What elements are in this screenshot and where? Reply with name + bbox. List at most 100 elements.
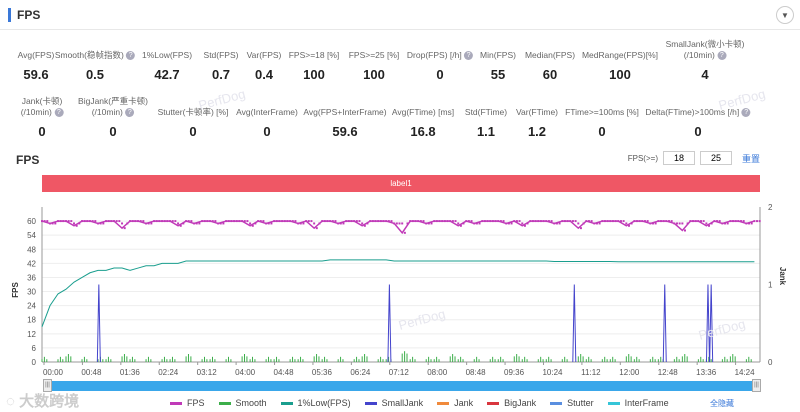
time-range-slider[interactable]: ||| ||| — [43, 379, 761, 392]
legend-swatch — [364, 401, 377, 405]
fps-point — [67, 220, 70, 223]
metric-4: Avg(FPS+InterFrame) 59.6 — [303, 107, 386, 139]
chevron-down-icon[interactable]: ▼ — [776, 6, 794, 24]
fps-point — [497, 220, 500, 223]
low-fps-line — [41, 259, 755, 327]
fps-point — [697, 220, 700, 223]
fps-point — [539, 220, 542, 223]
hide-all-button[interactable]: 全隐藏 — [710, 399, 734, 408]
x-tick-label: 00:48 — [81, 368, 102, 377]
x-tick-label: 06:24 — [350, 368, 371, 377]
legend-item[interactable]: 1%Low(FPS) — [280, 398, 351, 408]
fps-point — [313, 222, 316, 225]
fps-point — [51, 222, 54, 225]
fps-point — [748, 222, 751, 225]
fps-point — [718, 220, 721, 223]
fps-point — [483, 220, 486, 223]
fps-point — [670, 220, 673, 223]
fps-point — [521, 222, 524, 225]
metric-label: Delta(FTime)>100ms [/h] — [645, 107, 740, 117]
y-tick-label: 12 — [27, 330, 36, 339]
fps-point — [443, 220, 446, 223]
fps-threshold-controls: FPS(>=) 重置 — [628, 151, 760, 165]
fps-point — [542, 220, 545, 223]
fps-point — [331, 220, 334, 223]
fps-point — [107, 220, 110, 223]
metric-0: Avg(FPS) 59.6 — [18, 50, 55, 82]
metric-8: FTime>=100ms [%] 0 — [565, 107, 639, 139]
legend-label: 1%Low(FPS) — [297, 398, 351, 408]
fps-point — [179, 224, 182, 227]
fps-point — [582, 222, 585, 225]
legend-item[interactable]: Smooth — [218, 398, 267, 408]
fps-point — [83, 220, 86, 223]
fps-point — [683, 229, 686, 232]
legend-item[interactable]: Stutter — [550, 398, 594, 408]
metric-2: 1%Low(FPS) 42.7 — [142, 50, 192, 82]
fps-point — [398, 222, 401, 225]
fps-point — [489, 220, 492, 223]
fps-point — [126, 222, 129, 225]
fps-point — [705, 222, 708, 225]
legend-item[interactable]: BigJank — [487, 398, 536, 408]
fps-point — [307, 220, 310, 223]
y-tick-label: 60 — [27, 217, 36, 226]
fps-point — [515, 220, 518, 223]
help-icon[interactable]: ? — [126, 51, 136, 61]
x-tick-label: 10:24 — [542, 368, 563, 377]
fps-point — [681, 222, 684, 225]
threshold-1-input[interactable] — [662, 151, 695, 165]
fps-point — [409, 220, 412, 223]
fps-point — [235, 220, 238, 223]
fps-point — [555, 222, 558, 225]
fps-point — [89, 220, 92, 223]
legend-item[interactable]: Jank — [437, 398, 473, 408]
fps-point — [297, 222, 300, 225]
small-jank-spike — [387, 284, 392, 363]
help-icon[interactable]: ? — [741, 108, 751, 118]
metric-label: SmallJank(微小卡顿) — [665, 39, 745, 49]
x-tick-label: 14:24 — [735, 368, 756, 377]
metric-8: Min(FPS) 55 — [480, 50, 516, 82]
help-icon[interactable]: ? — [717, 51, 727, 61]
fps-point — [401, 222, 404, 225]
fps-point — [451, 220, 454, 223]
x-tick-label: 07:12 — [389, 368, 410, 377]
fps-point — [275, 220, 278, 223]
fps-point — [606, 220, 609, 223]
fps-point — [310, 220, 313, 223]
fps-point — [417, 220, 420, 223]
help-icon[interactable]: ? — [125, 108, 135, 118]
legend-label: Stutter — [567, 398, 594, 408]
fps-point — [574, 220, 577, 223]
metric-value: 100 — [363, 67, 385, 82]
fps-point — [531, 220, 534, 223]
fps-point — [102, 222, 105, 225]
legend-item[interactable]: SmallJank — [364, 398, 423, 408]
legend-item[interactable]: FPS — [170, 398, 205, 408]
legend-item[interactable]: InterFrame — [607, 398, 669, 408]
fps-point — [745, 222, 748, 225]
help-icon[interactable]: ? — [54, 108, 64, 118]
fps-point — [523, 224, 526, 227]
threshold-2-input[interactable] — [699, 151, 732, 165]
metric-label: Avg(InterFrame) — [236, 107, 298, 117]
fps-point — [694, 220, 697, 223]
metric-label: Jank(卡顿) — [21, 96, 63, 106]
slider-handle-right[interactable]: ||| — [752, 379, 761, 392]
fps-point — [329, 220, 332, 223]
fps-point — [643, 220, 646, 223]
fps-point — [206, 220, 209, 223]
fps-point — [345, 220, 348, 223]
label-band[interactable]: label1 — [42, 175, 760, 192]
fps-point — [43, 220, 46, 223]
fps-point — [59, 220, 62, 223]
fps-point — [254, 222, 257, 225]
slider-handle-left[interactable]: ||| — [43, 379, 52, 392]
fps-point — [481, 220, 484, 223]
reset-button[interactable]: 重置 — [741, 153, 760, 164]
metric-label: FPS>=25 [%] — [348, 50, 400, 60]
help-icon[interactable]: ? — [464, 51, 474, 61]
fps-point — [198, 222, 201, 225]
